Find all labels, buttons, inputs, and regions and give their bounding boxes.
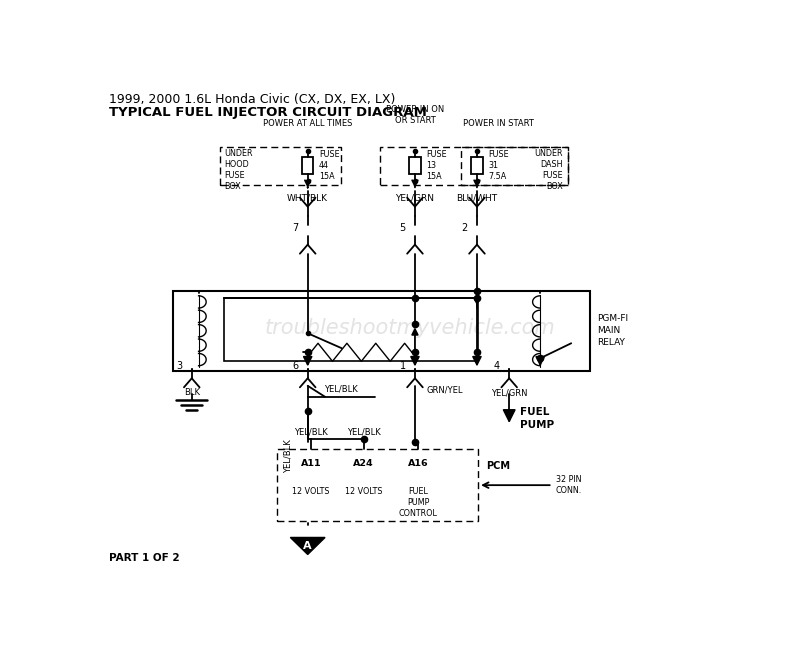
Text: YEL/BLK: YEL/BLK [283, 439, 292, 473]
Bar [277, 449, 478, 521]
Polygon shape [290, 538, 325, 554]
Text: TYPICAL FUEL INJECTOR CIRCUIT DIAGRAM: TYPICAL FUEL INJECTOR CIRCUIT DIAGRAM [110, 105, 427, 118]
Text: POWER IN ON
OR START: POWER IN ON OR START [386, 105, 444, 125]
Text: 1: 1 [399, 361, 406, 370]
Text: YEL/BLK: YEL/BLK [294, 428, 328, 437]
Bar [173, 291, 590, 370]
Text: PART 1 OF 2: PART 1 OF 2 [110, 554, 180, 564]
Text: PGM-FI
MAIN
RELAY: PGM-FI MAIN RELAY [598, 315, 628, 347]
Text: 7: 7 [292, 223, 298, 233]
Text: 6: 6 [292, 361, 298, 370]
Text: WHT/BLK: WHT/BLK [287, 194, 328, 203]
Text: BLK: BLK [184, 388, 200, 397]
Text: 32 PIN
CONN.: 32 PIN CONN. [556, 475, 582, 495]
Text: PCM: PCM [486, 461, 510, 471]
Text: POWER AT ALL TIMES: POWER AT ALL TIMES [263, 119, 352, 128]
Text: 2: 2 [462, 223, 468, 233]
Text: A11: A11 [301, 460, 321, 469]
Text: UNDER
HOOD
FUSE
BOX: UNDER HOOD FUSE BOX [225, 149, 253, 191]
Text: POWER IN START: POWER IN START [463, 119, 534, 128]
Text: FUSE
13
15A: FUSE 13 15A [426, 150, 446, 181]
Text: FUSE
44
15A: FUSE 44 15A [319, 150, 339, 181]
Text: FUEL
PUMP: FUEL PUMP [520, 407, 554, 430]
Text: A16: A16 [408, 460, 428, 469]
Text: troubleshootmyvehicle.com: troubleshootmyvehicle.com [265, 318, 555, 338]
Text: A: A [303, 541, 312, 551]
Text: BLU/WHT: BLU/WHT [456, 194, 498, 203]
Bar [224, 298, 478, 361]
Text: 12 VOLTS: 12 VOLTS [292, 487, 330, 496]
Bar [220, 146, 341, 185]
Bar [410, 157, 421, 174]
Text: FUEL
PUMP
CONTROL: FUEL PUMP CONTROL [398, 487, 438, 518]
Bar [302, 157, 314, 174]
Text: 4: 4 [494, 361, 500, 370]
Text: YEL/BLK: YEL/BLK [346, 428, 380, 437]
Text: FUSE
31
7.5A: FUSE 31 7.5A [488, 150, 509, 181]
Text: YEL/BLK: YEL/BLK [324, 384, 358, 393]
Text: 5: 5 [399, 223, 406, 233]
Bar [380, 146, 568, 185]
Bar [461, 146, 568, 185]
Text: GRN/YEL: GRN/YEL [426, 386, 462, 395]
Text: UNDER
DASH
FUSE
BOX: UNDER DASH FUSE BOX [534, 149, 563, 191]
Text: 1999, 2000 1.6L Honda Civic (CX, DX, EX, LX): 1999, 2000 1.6L Honda Civic (CX, DX, EX,… [110, 93, 396, 106]
Text: A24: A24 [353, 460, 374, 469]
Text: YEL/GRN: YEL/GRN [491, 388, 527, 397]
Text: YEL/GRN: YEL/GRN [395, 194, 434, 203]
Text: 12 VOLTS: 12 VOLTS [345, 487, 382, 496]
Text: 3: 3 [176, 361, 182, 370]
Bar [471, 157, 482, 174]
